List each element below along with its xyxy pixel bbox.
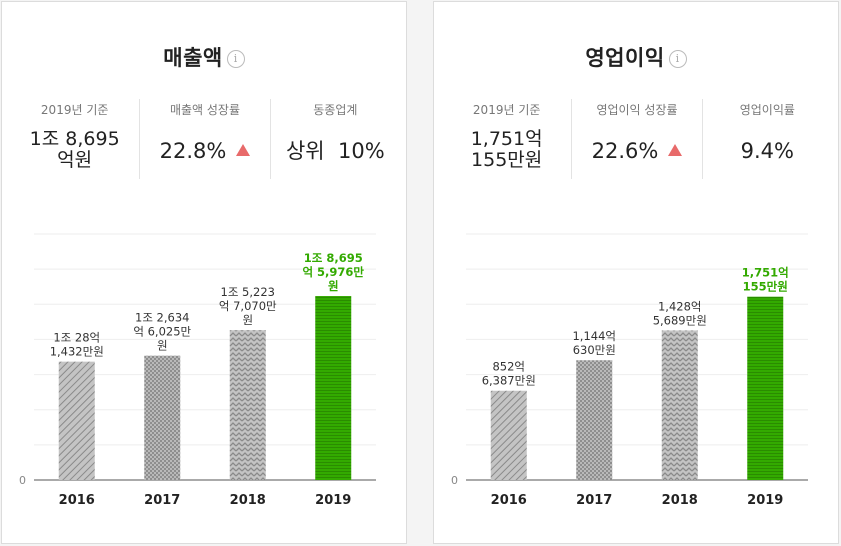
bar-2018[interactable] (229, 330, 266, 480)
stat-value: 상위 10% (285, 139, 385, 163)
revenue-title: 매출액 i (2, 42, 406, 72)
bar-2016[interactable] (490, 390, 527, 480)
bar-2017[interactable] (144, 355, 181, 480)
trend-up-icon (668, 144, 683, 156)
x-tick-label-2019: 2019 (747, 493, 783, 508)
stat-value-line: 155만원 (471, 149, 543, 172)
data-label-2019: 1조 8,695 억 5,976만 원 (302, 251, 364, 293)
profit-stat-base: 2019년 기준 1,751억 155만원 (442, 99, 571, 179)
info-icon[interactable]: i (668, 50, 687, 68)
y-tick-label: 0 (451, 474, 458, 487)
bar-2019[interactable] (315, 296, 352, 480)
stat-value-line: 1조 8,695 (29, 128, 120, 150)
stat-label: 2019년 기준 (40, 103, 109, 117)
trend-up-icon (236, 144, 251, 156)
revenue-stat-industry: 동종업계 상위 10% (269, 99, 400, 179)
stat-value: 9.4% (740, 139, 794, 163)
revenue-card: 매출액 i 2019년 기준 1조 8,695 억원 매출액 성장률 22.8% … (1, 1, 407, 544)
data-label-2019: 1,751억 155만원 (742, 266, 789, 294)
profit-stat-growth: 영업이익 성장률 22.6% (571, 99, 701, 179)
stat-value: 1,751억 155만원 (442, 128, 571, 172)
x-tick-label-2016: 2016 (491, 493, 527, 508)
revenue-bar-chart: 0 1조 28억 1,432만원 2016 1조 2,634 억 6,025만 원 2017 1… (19, 233, 376, 508)
x-tick-label-2018: 2018 (230, 493, 266, 508)
x-tick-label-2019: 2019 (315, 493, 351, 508)
revenue-stats: 2019년 기준 1조 8,695 억원 매출액 성장률 22.8% 동종업계 … (10, 99, 400, 179)
bar-2019[interactable] (747, 296, 784, 480)
stat-label: 매출액 성장률 (169, 103, 241, 117)
stat-value: 22.6% (572, 139, 701, 164)
revenue-stat-growth: 매출액 성장률 22.8% (139, 99, 269, 179)
profit-stat-margin: 영업이익률 9.4% (701, 99, 832, 179)
data-label-2018: 1조 5,223 억 7,070만 원 (219, 285, 277, 327)
data-label-2017: 1,144억 630만원 (572, 329, 616, 357)
profit-card: 영업이익 i 2019년 기준 1,751억 155만원 영업이익 성장률 22.… (433, 1, 839, 544)
profit-title: 영업이익 i (434, 42, 838, 72)
x-tick-label-2017: 2017 (576, 493, 612, 508)
profit-bar-chart: 0 852억 6,387만원 2016 1,144억 630만원 2017 1,428억 5,6… (451, 233, 808, 508)
stat-label: 2019년 기준 (472, 103, 541, 117)
data-label-2017: 1조 2,634 억 6,025만 원 (133, 311, 191, 353)
data-label-2016: 1조 28억 1,432만원 (50, 331, 104, 359)
bar-2016[interactable] (58, 361, 95, 480)
y-tick-label: 0 (19, 474, 26, 487)
revenue-stat-base: 2019년 기준 1조 8,695 억원 (10, 99, 139, 179)
x-tick-label-2018: 2018 (662, 493, 698, 508)
stat-value: 1조 8,695 억원 (10, 128, 139, 172)
profit-stats: 2019년 기준 1,751억 155만원 영업이익 성장률 22.6% 영업이… (442, 99, 832, 179)
stat-label: 영업이익 성장률 (596, 103, 678, 117)
data-label-2016: 852억 6,387만원 (482, 360, 536, 388)
x-tick-label-2016: 2016 (59, 493, 95, 508)
stat-value-line: 1,751억 (470, 128, 543, 150)
stat-label: 동종업계 (313, 103, 358, 117)
bar-2017[interactable] (576, 360, 613, 480)
stat-value-line: 억원 (57, 149, 93, 172)
info-icon[interactable]: i (226, 50, 245, 68)
x-tick-label-2017: 2017 (144, 493, 180, 508)
stat-label: 영업이익률 (739, 103, 795, 117)
data-label-2018: 1,428억 5,689만원 (653, 299, 707, 327)
bar-2018[interactable] (661, 330, 698, 480)
stat-value: 22.8% (140, 139, 269, 164)
